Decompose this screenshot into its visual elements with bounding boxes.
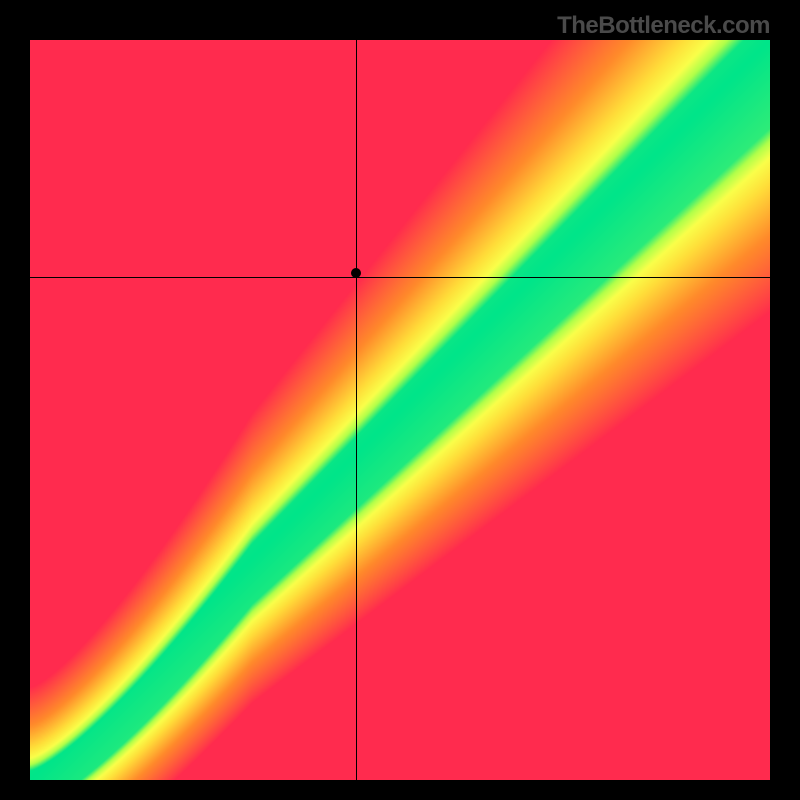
crosshair-horizontal xyxy=(30,277,770,278)
marker-dot xyxy=(351,268,361,278)
crosshair-vertical xyxy=(356,40,357,780)
heatmap-canvas xyxy=(30,40,770,780)
attribution-label: TheBottleneck.com xyxy=(557,12,770,40)
bottleneck-heatmap xyxy=(30,40,770,780)
